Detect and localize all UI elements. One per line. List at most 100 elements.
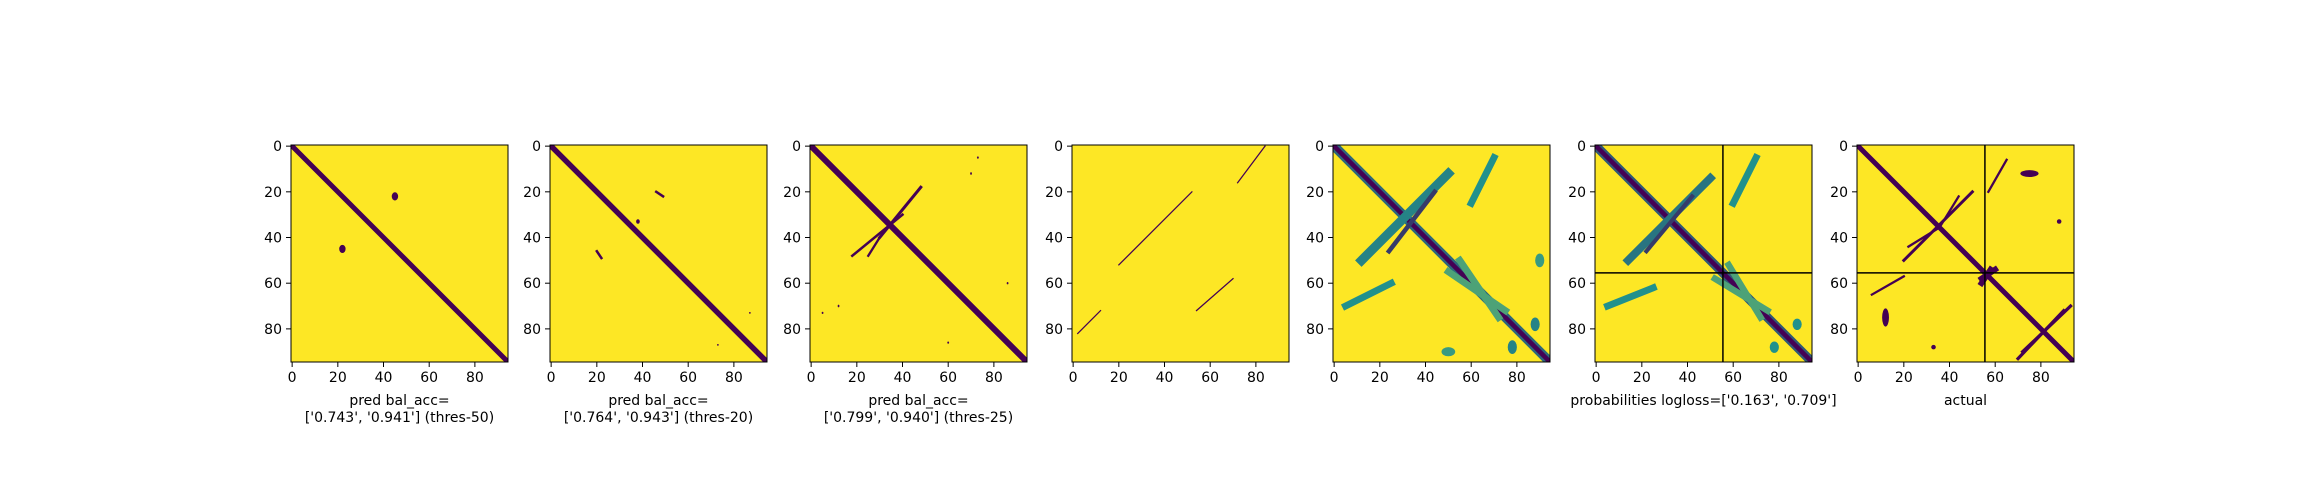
axes-frame [809,144,1028,363]
x-tick-label: 80 [466,370,484,386]
x-tick-label: 40 [1679,370,1697,386]
contact-blob-7 [947,341,950,344]
x-tick-label: 80 [2032,370,2050,386]
contact-band-1 [1857,145,2074,362]
y-tick-label: 60 [523,276,541,292]
y-tick-label: 0 [792,139,801,155]
y-tick-label: 0 [532,139,541,155]
contact-band-5 [1728,152,1761,208]
y-tick-label: 80 [783,322,801,338]
x-axis-label: pred bal_acc= [349,393,449,409]
x-tick-label: 20 [588,370,606,386]
heatmap-panel-6: 0 20 40 60 80 0 20 40 60 80 probabilities logloss=… [1568,139,1836,409]
y-tick-label: 40 [783,231,801,247]
x-tick-label: 40 [1156,370,1174,386]
contact-blob-9 [976,156,979,159]
contact-band-4 [1643,193,1695,255]
contact-blob-6 [837,304,840,308]
y-tick-label: 40 [1306,231,1324,247]
x-axis-label: probabilities logloss=['0.163', '0.709'] [1570,393,1836,409]
heatmap-panel-3: 0 20 40 60 80 0 20 40 60 80 pred bal_acc=['0.799',… [783,139,1028,426]
x-axis-label: pred bal_acc= [608,393,708,409]
contact-segment-2 [1117,190,1193,266]
contact-band-5 [1466,152,1499,208]
heatmap-cells [1595,145,1812,362]
contact-blob-4 [636,219,640,224]
y-tick-label: 0 [1054,139,1063,155]
contact-blob-8 [1006,282,1009,285]
contact-blob-6 [748,311,751,314]
contact-segment-4 [1906,226,1940,249]
contact-blob-2 [339,244,346,254]
x-tick-label: 80 [1770,370,1788,386]
x-tick-label: 0 [288,370,297,386]
x-tick-label: 60 [420,370,438,386]
y-tick-label: 0 [1839,139,1848,155]
heatmap-background [1072,145,1289,362]
x-tick-label: 80 [1247,370,1265,386]
contact-blob-9 [1769,341,1779,353]
contact-blob-5 [716,343,719,346]
heatmap-panel-2: 0 20 40 60 80 0 20 40 60 80 pred bal_acc=['0.764',… [523,139,768,426]
contact-segment-8 [1977,265,2000,283]
y-tick-label: 80 [264,322,282,338]
y-tick-label: 20 [1306,185,1324,201]
heatmap-cells [810,145,1027,362]
y-tick-label: 40 [523,231,541,247]
x-axis-label: actual [1944,393,1987,409]
contact-segment-3 [1938,194,1961,228]
x-tick-label: 20 [1371,370,1389,386]
heatmap-cells [291,145,508,362]
x-tick-label: 60 [1201,370,1219,386]
contact-band-7 [1724,260,1765,322]
contact-band-2 [1333,145,1550,362]
contact-band-1 [810,145,1027,362]
y-tick-label: 60 [1045,276,1063,292]
heatmap-panel-1: 0 20 40 60 80 0 20 40 60 80 pred bal_acc=['0.743',… [264,139,509,426]
heatmap-cells [550,145,767,362]
x-tick-label: 20 [1633,370,1651,386]
heatmap-cells [1857,145,2074,362]
y-tick-label: 40 [264,231,282,247]
x-tick-label: 20 [848,370,866,386]
contact-band-8 [1710,274,1772,315]
contact-blob-10 [821,311,824,315]
y-tick-label: 60 [1830,276,1848,292]
axes-frame [290,144,509,363]
x-tick-label: 40 [1941,370,1959,386]
heatmap-panel-5: 0 20 40 60 80 0 20 40 60 80 [1306,139,1551,386]
y-tick-label: 80 [523,322,541,338]
x-tick-label: 60 [679,370,697,386]
y-tick-label: 80 [1306,322,1324,338]
contact-band-1 [550,145,767,362]
x-tick-label: 40 [375,370,393,386]
y-tick-label: 20 [1830,185,1848,201]
x-tick-label: 0 [1592,370,1601,386]
x-tick-label: 0 [1069,370,1078,386]
contact-blob-3 [391,192,399,201]
contact-blob-13 [1931,344,1936,350]
x-tick-label: 80 [1508,370,1526,386]
x-tick-label: 20 [1110,370,1128,386]
contact-blob-12 [1535,253,1545,268]
x-axis-label: ['0.743', '0.941'] (thres-50) [305,410,494,426]
y-tick-label: 20 [1045,185,1063,201]
y-tick-label: 40 [1830,231,1848,247]
x-tick-label: 60 [1462,370,1480,386]
x-tick-label: 0 [547,370,556,386]
y-tick-label: 80 [1568,322,1586,338]
contact-segment-1 [1236,145,1266,184]
contact-blob-14 [2056,219,2062,224]
x-tick-label: 80 [725,370,743,386]
x-tick-label: 0 [1854,370,1863,386]
y-tick-label: 60 [1306,276,1324,292]
y-tick-label: 20 [523,185,541,201]
y-tick-label: 0 [273,139,282,155]
contact-band-2 [1595,145,1812,362]
x-tick-label: 0 [807,370,816,386]
contact-band-3 [1622,172,1717,267]
contact-blob-9 [1507,340,1517,355]
contact-segment-5 [1986,158,2009,194]
